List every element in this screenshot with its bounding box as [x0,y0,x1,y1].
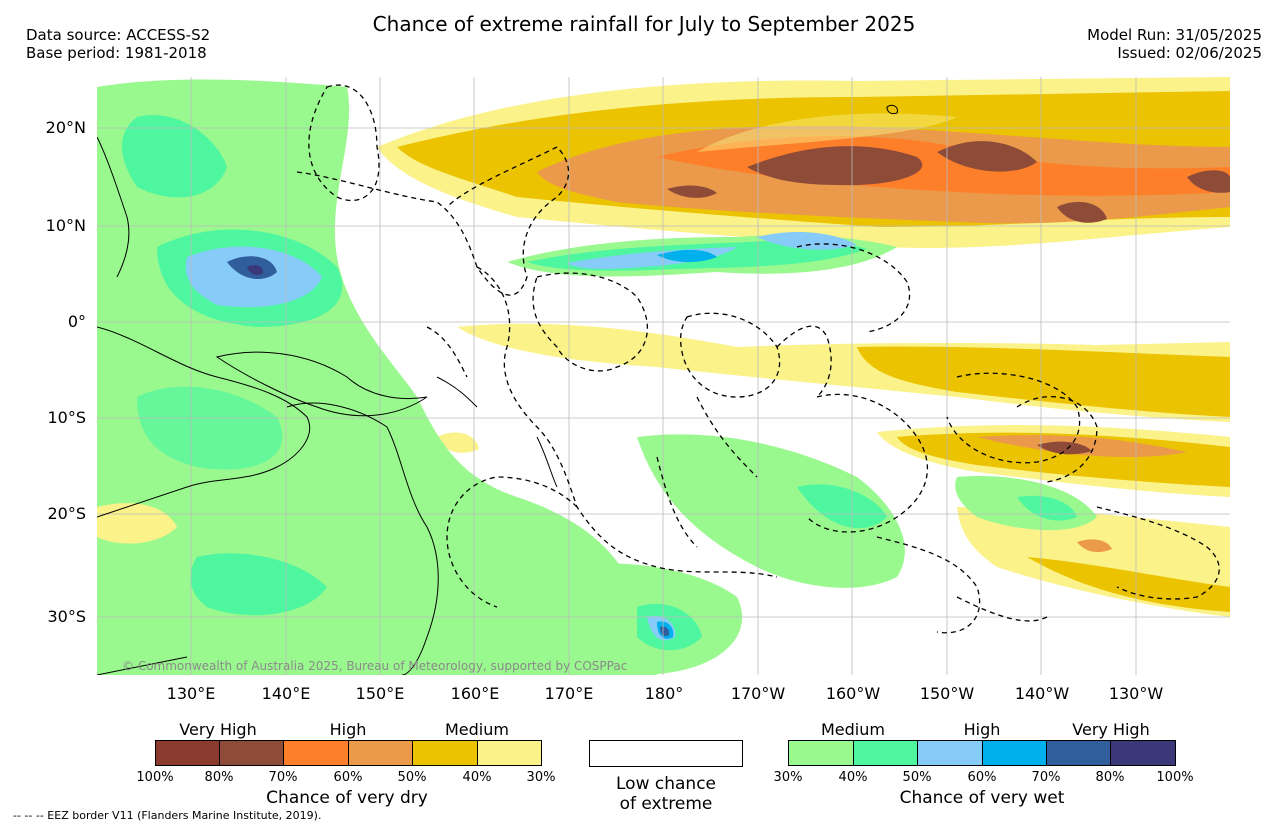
base-period: Base period: 1981-2018 [26,44,207,62]
wet-swatch-70-80 [1046,740,1111,766]
source-info: Data source: ACCESS-S2 Base period: 1981-… [26,26,210,62]
dry-tick-70: 70% [268,770,298,785]
low-chance-line-1: Low chance [616,774,716,794]
dry-tick-80: 80% [204,770,234,785]
data-source: Data source: ACCESS-S2 [26,26,211,44]
dry-category-high: High [329,720,367,739]
wet-swatch-60-70 [982,740,1047,766]
dry-swatch-70-80 [219,740,284,766]
dry-swatch-60-70 [283,740,349,766]
dry-swatch-40-50 [412,740,478,766]
graticule [97,77,1230,675]
dry-band-south [357,323,1230,617]
lat-label-20s: 20°S [47,504,86,523]
wet-swatch-40-50 [853,740,918,766]
wet-tick-30: 30% [773,770,803,785]
dry-legend-label: Chance of very dry [266,788,428,808]
wet-tick-80: 80% [1095,770,1125,785]
dry-tick-50: 50% [397,770,427,785]
dry-swatch-30-40 [477,740,542,766]
lat-label-0: 0° [67,312,86,331]
dry-tick-40: 40% [462,770,492,785]
wet-swatch-80-100 [1110,740,1176,766]
wet-region-west [97,79,657,675]
model-run: Model Run: 31/05/2025 [1087,26,1262,44]
wet-legend-label: Chance of very wet [899,788,1065,808]
lon-label-170w: 170°W [730,684,786,703]
wet-tick-100: 100% [1156,770,1194,785]
lon-label-130e: 130°E [166,684,216,703]
run-info: Model Run: 31/05/2025 Issued: 02/06/2025 [1087,26,1262,62]
lon-label-180: 180° [644,684,684,703]
dry-category-very-high: Very High [179,720,257,739]
dry-tick-100: 100% [136,770,174,785]
lat-label-10s: 10°S [47,408,86,427]
chart-title: Chance of extreme rainfall for July to S… [372,12,916,36]
dry-tick-30: 30% [526,770,556,785]
lon-label-140w: 140°W [1014,684,1070,703]
lat-label-30s: 30°S [47,607,86,626]
wet-category-medium: Medium [821,720,885,739]
dry-band-north [377,77,1230,248]
eez-footnote: -- -- -- EEZ border V11 (Flanders Marine… [13,809,322,822]
low-chance-swatch [589,740,743,767]
low-chance-label: Low chance of extreme [580,774,752,814]
wet-swatch-30-40 [788,740,854,766]
wet-swatch-50-60 [917,740,983,766]
dry-category-medium: Medium [445,720,509,739]
wet-streak-equator [507,231,897,277]
lon-label-160w: 160°W [825,684,881,703]
lat-label-10n: 10°N [45,216,86,235]
wet-tick-60: 60% [967,770,997,785]
wet-patches-south [410,434,1097,675]
copyright-note: © Commonwealth of Australia 2025, Bureau… [122,659,628,673]
lon-label-170e: 170°E [544,684,594,703]
eez-borders [296,84,1220,634]
lon-label-140e: 140°E [261,684,311,703]
wet-category-very-high: Very High [1072,720,1150,739]
lon-label-150e: 150°E [355,684,405,703]
wet-tick-70: 70% [1031,770,1061,785]
wet-tick-40: 40% [838,770,868,785]
issued-date: Issued: 02/06/2025 [1117,44,1262,62]
coastlines [97,104,898,675]
dry-tick-60: 60% [333,770,363,785]
dry-swatch-50-60 [348,740,413,766]
rainfall-map [97,77,1230,675]
low-chance-line-2: of extreme [619,794,713,814]
dry-swatch-80-100 [155,740,220,766]
lon-label-160e: 160°E [450,684,500,703]
lat-label-20n: 20°N [45,118,86,137]
wet-category-high: High [963,720,1001,739]
lon-label-150w: 150°W [919,684,975,703]
lon-label-130w: 130°W [1108,684,1164,703]
wet-tick-50: 50% [902,770,932,785]
